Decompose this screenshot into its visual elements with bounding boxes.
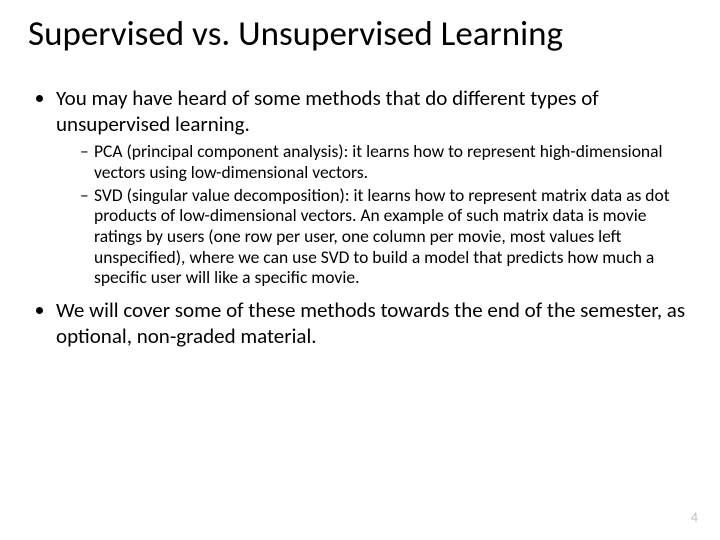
slide: Supervised vs. Unsupervised Learning You…	[0, 0, 720, 540]
sub-bullet-item: PCA (principal component analysis): it l…	[80, 141, 692, 182]
bullet-list: You may have heard of some methods that …	[28, 86, 692, 349]
sub-bullet-list: PCA (principal component analysis): it l…	[56, 141, 692, 287]
bullet-text: We will cover some of these methods towa…	[56, 297, 685, 349]
sub-bullet-text: SVD (singular value decomposition): it l…	[94, 184, 670, 289]
page-number: 4	[691, 509, 698, 526]
slide-title: Supervised vs. Unsupervised Learning	[28, 14, 692, 54]
bullet-item: You may have heard of some methods that …	[56, 86, 692, 288]
sub-bullet-item: SVD (singular value decomposition): it l…	[80, 185, 692, 288]
sub-bullet-text: PCA (principal component analysis): it l…	[94, 140, 663, 183]
bullet-text: You may have heard of some methods that …	[56, 85, 599, 137]
bullet-item: We will cover some of these methods towa…	[56, 298, 692, 349]
